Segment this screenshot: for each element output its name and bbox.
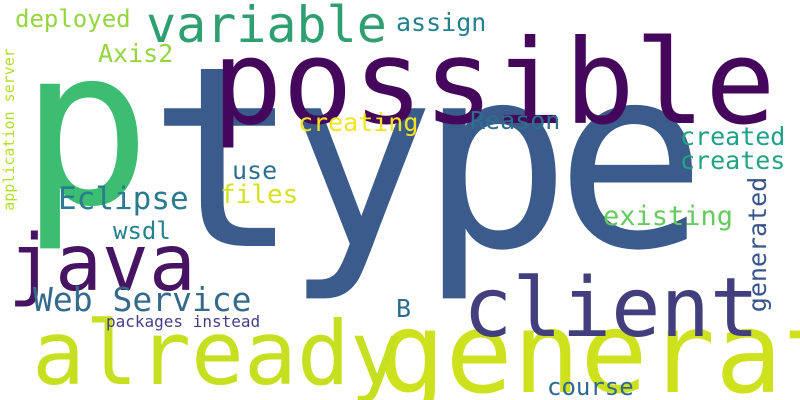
word-created: created <box>680 122 786 151</box>
word-deployed: deployed <box>15 5 131 33</box>
word-generated: generated <box>743 176 773 313</box>
word-java: java <box>8 219 196 309</box>
word-creating: creating <box>298 108 419 137</box>
word-assign: assign <box>396 8 487 37</box>
word-existing: existing <box>603 201 734 232</box>
word-possible: possible <box>212 14 776 151</box>
word-files: files <box>220 180 299 210</box>
word-web-service: Web Service <box>33 280 252 319</box>
word-generate: generate <box>378 289 800 400</box>
word-use: use <box>232 156 278 185</box>
word-type: type <box>148 13 707 306</box>
word-application-server: application server <box>0 48 18 211</box>
word-creates: creates <box>680 146 786 175</box>
word-axis2: Axis2 <box>98 39 174 68</box>
word-course: course <box>547 373 634 400</box>
word-already: already <box>32 302 403 400</box>
word-b: B <box>396 294 412 323</box>
word-client: client <box>463 261 760 356</box>
word-wsdl: wsdl <box>113 217 171 245</box>
word-p: p <box>20 2 152 255</box>
word-variable: variable <box>146 0 387 54</box>
word-packages-instead: packages instead <box>106 312 261 331</box>
word-reason: Reason <box>470 106 561 135</box>
word-eclipse: Eclipse <box>58 181 189 217</box>
